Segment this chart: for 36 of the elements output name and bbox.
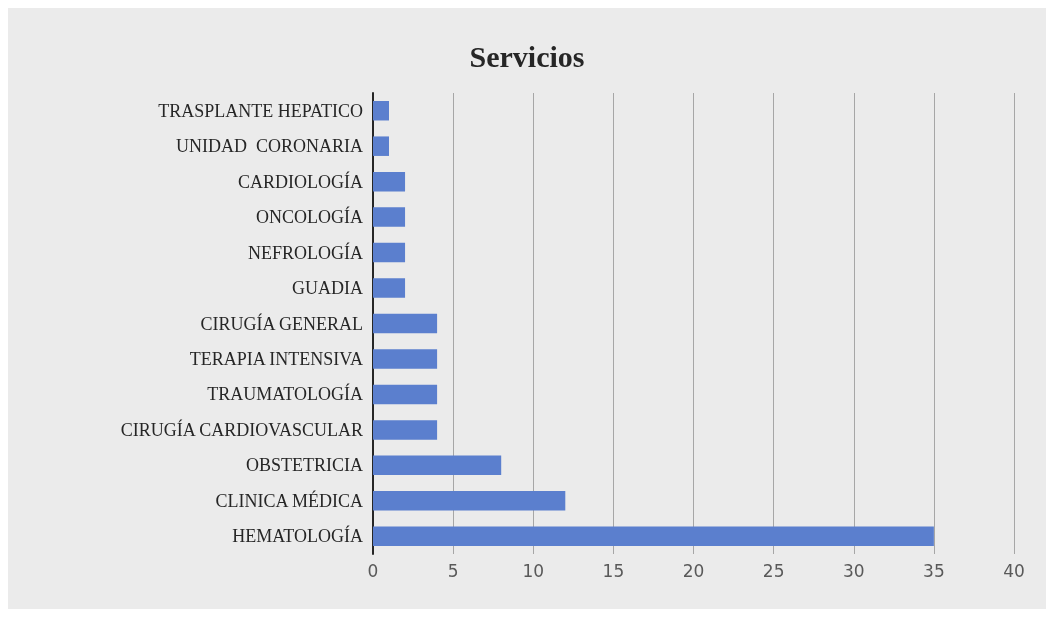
bar — [373, 349, 438, 369]
y-tick-label: UNIDAD CORONARIA — [176, 136, 363, 157]
bar — [373, 313, 438, 334]
bar — [373, 455, 502, 476]
bar — [373, 526, 934, 547]
bar — [373, 491, 566, 511]
y-tick-label: CIRUGÍA CARDIOVASCULAR — [120, 418, 363, 440]
y-tick-label: CIRUGÍA GENERAL — [200, 312, 363, 334]
y-tick-label: ONCOLOGÍA — [256, 206, 363, 228]
bar — [373, 278, 406, 298]
y-tick-label: GUADIA — [292, 278, 363, 299]
bar — [373, 207, 406, 227]
x-tick-label: 0 — [367, 560, 379, 581]
y-tick-label: TRAUMATOLOGÍA — [207, 383, 363, 405]
chart-title: Servicios — [469, 39, 585, 73]
bar — [373, 136, 390, 156]
x-tick-label: 30 — [842, 560, 865, 581]
bar — [373, 171, 406, 192]
bar — [373, 100, 390, 121]
x-tick-label: 10 — [522, 560, 545, 581]
x-tick-label: 15 — [602, 560, 625, 581]
x-tick-label: 25 — [762, 560, 785, 581]
bar — [373, 242, 406, 263]
bar — [373, 384, 438, 405]
x-tick-label: 20 — [682, 560, 705, 581]
y-tick-label: HEMATOLOGÍA — [232, 525, 363, 547]
x-tick-label: 40 — [1003, 560, 1025, 581]
bar — [373, 420, 438, 440]
y-tick-label: CARDIOLOGÍA — [238, 170, 363, 192]
y-tick-label: OBSTETRICIA — [246, 455, 363, 476]
y-tick-label: TERAPIA INTENSIVA — [189, 348, 363, 369]
y-tick-label: CLINICA MÉDICA — [215, 489, 363, 511]
y-tick-label: TRASPLANTE HEPATICO — [158, 100, 363, 121]
y-tick-label: NEFROLOGÍA — [248, 241, 363, 263]
x-tick-label: 5 — [447, 560, 459, 581]
x-tick-label: 35 — [923, 560, 945, 581]
